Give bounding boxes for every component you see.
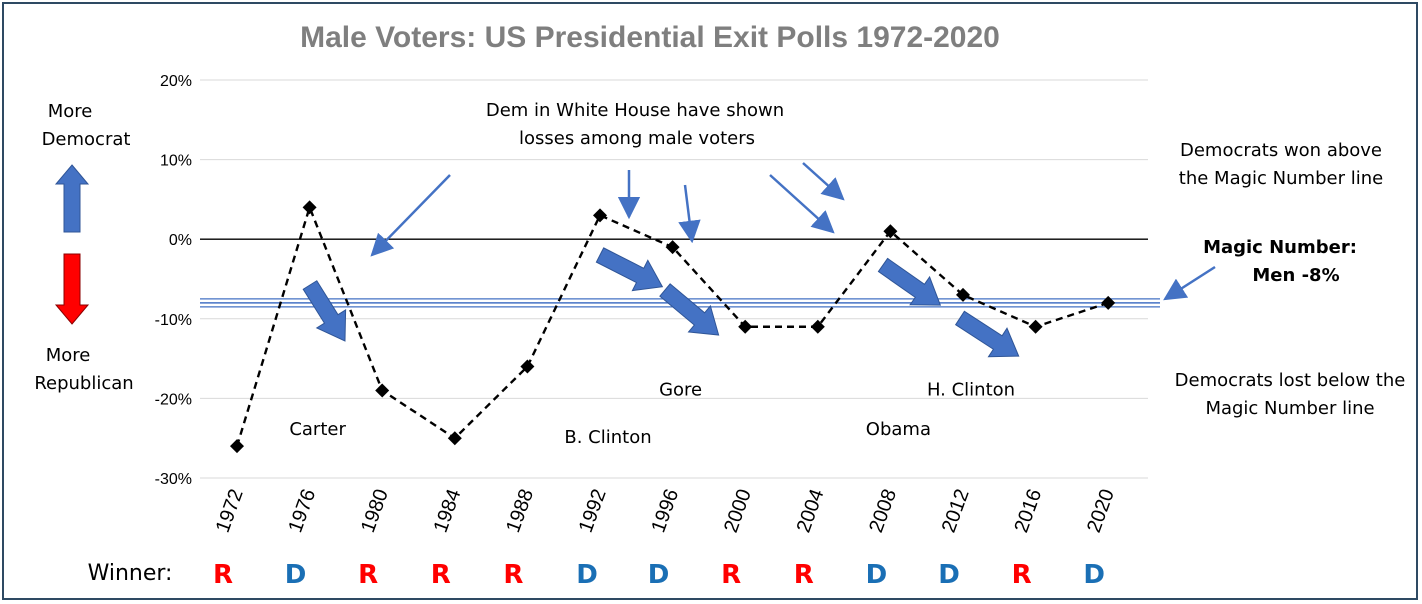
thin-arrows: [370, 162, 1216, 301]
top-note-line-2: losses among male voters: [519, 128, 755, 149]
x-tick-label: 1972: [212, 486, 248, 535]
data-point: [447, 431, 462, 446]
more-republican-label-1: More: [46, 345, 91, 366]
candidate-label: Obama: [866, 419, 931, 440]
winner-letter: R: [503, 560, 523, 590]
y-tick-label: -20%: [155, 391, 192, 408]
top-note-line-1: Dem in White House have shown: [486, 100, 784, 121]
data-point: [375, 383, 390, 398]
x-tick-label: 1976: [284, 486, 320, 535]
thin-arrow-1996: [678, 184, 701, 244]
candidate-label: Carter: [289, 419, 346, 440]
winner-letter: D: [576, 560, 598, 590]
chart-title: Male Voters: US Presidential Exit Polls …: [300, 21, 1000, 54]
x-tick-label: 2008: [865, 486, 901, 535]
x-tick-label: 2004: [793, 486, 829, 535]
block-arrow-hclinton: [954, 310, 1020, 358]
y-tick-label: 10%: [160, 153, 192, 170]
winner-letter: D: [648, 560, 670, 590]
data-point: [1028, 319, 1043, 334]
x-tick-label: 1992: [575, 486, 611, 535]
block-arrow-gore: [659, 283, 720, 336]
candidate-label: B. Clinton: [564, 427, 651, 448]
data-point: [738, 319, 753, 334]
y-tick-label: 0%: [169, 232, 192, 249]
x-tick-label: 2016: [1010, 486, 1046, 535]
data-point: [1101, 295, 1116, 310]
magic-number-label-1: Magic Number:: [1203, 237, 1357, 258]
grid-lines: [200, 79, 1148, 479]
candidate-labels: Carter B. Clinton Gore Obama H. Clinton: [289, 379, 1015, 448]
winner-letter: R: [213, 560, 233, 590]
x-tick-labels: 1972 1976 1980 1984 1988 1992 1996 2000 2004 2008…: [212, 486, 1119, 535]
more-democrat-arrow: [54, 164, 90, 233]
data-point: [230, 439, 244, 454]
block-arrow-obama: [877, 257, 942, 306]
y-tick-label: 20%: [160, 73, 192, 90]
block-arrow-carter: [302, 280, 347, 342]
data-point: [593, 208, 607, 223]
y-tick-label: -10%: [155, 312, 192, 329]
winner-letter: D: [938, 560, 960, 590]
more-democrat-label-1: More: [48, 101, 93, 122]
data-point: [665, 240, 680, 255]
winner-letter: R: [721, 560, 741, 590]
thin-arrow-magic: [1163, 265, 1216, 301]
data-point: [520, 359, 535, 374]
candidate-label: Gore: [659, 379, 702, 400]
data-markers: [230, 200, 1116, 454]
winner-letter: R: [358, 560, 378, 590]
data-point: [883, 224, 898, 239]
data-point: [302, 200, 317, 215]
above-note-line-2: the Magic Number line: [1179, 168, 1383, 189]
above-note-line-1: Democrats won above: [1180, 140, 1382, 161]
block-arrows: [302, 247, 1020, 358]
winner-letter: D: [285, 560, 307, 590]
more-democrat-label-2: Democrat: [42, 129, 131, 150]
below-note-line-1: Democrats lost below the: [1175, 370, 1406, 391]
thin-arrow-2008-b: [802, 162, 845, 201]
block-arrow-bclinton: [595, 247, 664, 292]
x-tick-label: 1988: [502, 486, 538, 535]
data-point: [810, 319, 825, 334]
thin-arrow-carter: [370, 174, 451, 257]
x-tick-label: 2020: [1083, 486, 1119, 535]
y-tick-label: -30%: [155, 471, 192, 488]
winner-row-label: Winner:: [88, 561, 173, 586]
winner-letter: R: [431, 560, 451, 590]
more-republican-arrow: [54, 253, 90, 325]
magic-number-label-2: Men -8%: [1252, 265, 1339, 286]
x-tick-label: 1984: [430, 486, 466, 535]
below-note-line-2: Magic Number line: [1205, 398, 1374, 419]
data-point: [956, 287, 970, 302]
winner-letter: R: [1012, 560, 1032, 590]
winner-letter: D: [1083, 560, 1105, 590]
thin-arrow-2008-a: [769, 174, 835, 234]
more-republican-label-2: Republican: [34, 373, 133, 394]
winner-letter: D: [866, 560, 888, 590]
x-tick-label: 2012: [938, 486, 974, 535]
y-tick-labels: 20% 10% 0% -10% -20% -30%: [155, 73, 192, 488]
x-tick-label: 1980: [357, 486, 393, 535]
winner-letter: R: [794, 560, 814, 590]
candidate-label: H. Clinton: [927, 379, 1015, 400]
x-tick-label: 2000: [720, 486, 756, 535]
x-tick-label: 1996: [647, 486, 683, 535]
